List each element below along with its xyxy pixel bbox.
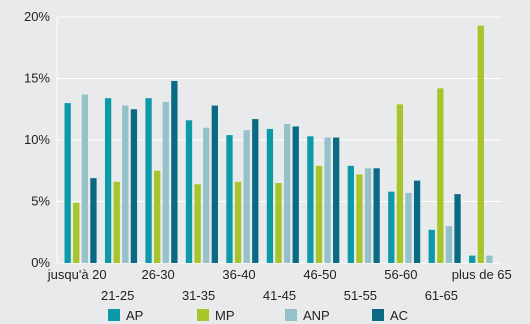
bar-ac-9 [454,194,461,263]
bar-anp-9 [445,226,453,263]
x-axis: jusqu'à 20 21-25 26-30 31-35 36-40 41-45 46-50… [47,267,512,303]
bar-ap-6 [307,136,314,263]
bar-anp-3 [203,127,210,263]
legend-label-mp: MP [215,308,235,323]
bar-ac-5 [292,126,299,263]
x-tick-label: jusqu'à 20 [47,267,107,282]
bars [64,25,493,264]
bar-mp-8 [396,104,404,263]
bar-ap-1 [104,98,112,264]
y-axis: 0% 5% 10% 15% 20% [24,9,50,270]
bar-ac-3 [211,105,218,263]
legend-swatch-ac [372,309,384,321]
x-tick-label: 31-35 [182,288,215,303]
bar-mp-6 [315,165,323,263]
bar-ac-1 [130,109,138,263]
y-tick-label: 10% [24,132,50,147]
legend-label-ap: AP [126,308,143,323]
bar-ap-7 [347,165,354,263]
bar-mp-1 [113,181,120,263]
bar-mp-3 [194,184,201,263]
bar-ap-5 [266,128,274,263]
bar-anp-5 [283,124,291,263]
bar-anp-8 [405,192,412,263]
x-tick-label: 56-60 [384,267,417,282]
x-tick-label: 51-55 [344,288,377,303]
x-tick-label: 21-25 [101,288,134,303]
bar-mp-10 [477,25,484,263]
bar-anp-2 [162,101,169,264]
bar-anp-0 [81,94,88,264]
bar-mp-2 [154,170,161,263]
bar-mp-4 [234,181,242,263]
bar-ap-2 [145,98,152,264]
x-tick-label: 36-40 [222,267,255,282]
x-tick-label: 61-65 [425,288,458,303]
bar-ap-9 [428,229,435,263]
bar-ac-7 [373,168,380,263]
bar-mp-0 [73,202,80,263]
bar-ap-4 [226,135,233,263]
x-tick-label: 46-50 [303,267,336,282]
bar-ac-6 [333,137,340,263]
x-tick-label: plus de 65 [452,267,512,282]
bar-ap-10 [469,255,476,263]
bar-anp-7 [364,168,372,263]
legend-swatch-mp [197,309,209,321]
bar-mp-7 [356,174,363,263]
bar-anp-4 [243,130,250,263]
bar-anp-1 [122,105,129,263]
bar-mp-5 [275,183,282,263]
bar-mp-9 [437,88,444,263]
y-tick-label: 15% [24,71,50,86]
y-tick-label: 5% [31,194,50,209]
legend-label-anp: ANP [303,308,330,323]
x-tick-label: 26-30 [142,267,175,282]
x-tick-label: 41-45 [263,288,296,303]
legend-swatch-anp [285,309,297,321]
bar-anp-6 [324,137,331,263]
y-tick-label: 20% [24,9,50,24]
bar-ap-0 [64,103,71,263]
bar-ac-0 [90,178,97,263]
bar-ac-2 [171,80,178,264]
legend-label-ac: AC [390,308,408,323]
bar-anp-10 [486,255,493,263]
legend: AP MP ANP AC [108,308,408,323]
bar-ap-8 [388,191,395,263]
bar-ac-4 [252,119,259,263]
bar-ap-3 [185,120,193,263]
y-tick-label: 0% [31,255,50,270]
bar-ac-8 [413,180,421,263]
legend-swatch-ap [108,309,120,321]
